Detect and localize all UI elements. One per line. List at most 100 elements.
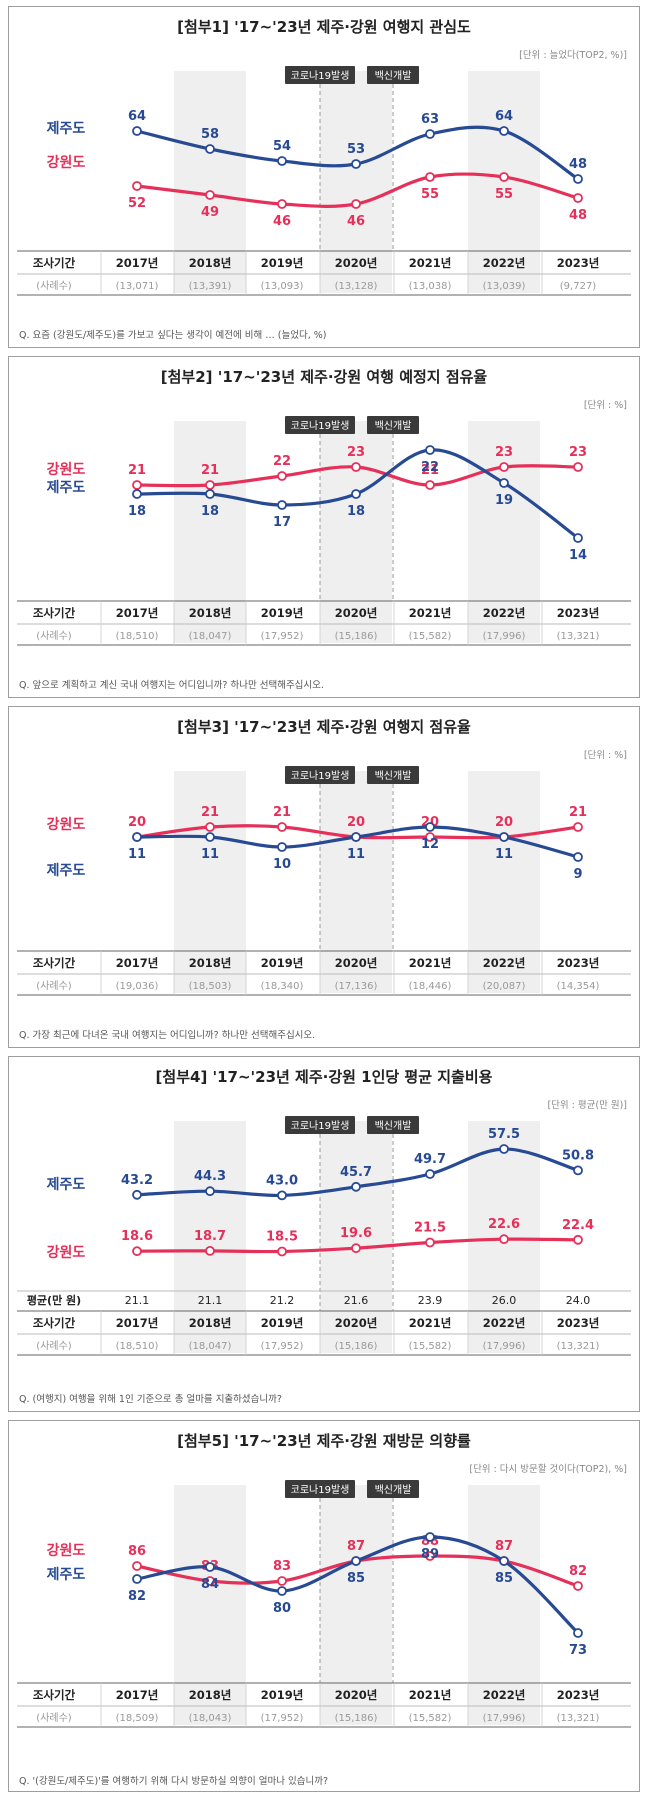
year-label-2-1: 2017년	[116, 606, 159, 620]
data-label-2-2-5: 22	[421, 460, 439, 475]
data-label-4-2-5: 21.5	[414, 1221, 446, 1236]
data-label-5-2-1: 82	[128, 1589, 146, 1604]
data-label-2-1-7: 23	[569, 445, 587, 460]
sample-size-1-3: (13,093)	[261, 281, 304, 292]
data-label-4-2-6: 22.6	[488, 1217, 520, 1232]
sample-size-5-1: (18,509)	[116, 1713, 159, 1724]
data-point-5-1-2	[205, 1576, 215, 1586]
year-label-2-4: 2020년	[335, 606, 378, 620]
data-label-3-1-4: 20	[347, 815, 365, 830]
sample-size-3-4: (17,136)	[335, 981, 378, 992]
year-label-1-5: 2021년	[409, 256, 452, 270]
data-label-4-1-7: 50.8	[562, 1148, 594, 1163]
year-label-1-7: 2023년	[557, 256, 600, 270]
vaccine-tag-label-1: 백신개발	[375, 70, 412, 82]
cases-label-2: (사례수)	[36, 630, 72, 642]
data-label-4-2-3: 18.5	[266, 1230, 298, 1245]
data-point-2-2-2	[205, 489, 215, 499]
data-point-2-2-7	[573, 533, 583, 543]
year-label-3-1: 2017년	[116, 956, 159, 970]
data-point-4-1-2	[205, 1186, 215, 1197]
data-point-4-1-4	[351, 1181, 361, 1192]
data-point-1-2-6	[499, 172, 509, 182]
data-label-1-1-5: 63	[421, 112, 439, 127]
data-label-3-2-7: 9	[573, 867, 582, 882]
data-label-5-1-3: 83	[273, 1559, 291, 1574]
year-label-1-2: 2018년	[189, 256, 232, 270]
data-label-5-2-7: 73	[569, 1643, 587, 1658]
series-name-3-2: 제주도	[47, 863, 86, 879]
sample-size-4-6: (17,996)	[483, 1341, 526, 1352]
data-label-1-1-1: 64	[128, 109, 146, 124]
vaccine-tag-label-4: 백신개발	[375, 1120, 412, 1132]
data-point-2-1-6	[499, 462, 509, 472]
sample-size-1-4: (13,128)	[335, 281, 378, 292]
data-point-2-1-3	[277, 471, 287, 481]
data-label-1-1-7: 48	[569, 157, 587, 172]
year-label-5-3: 2019년	[261, 1688, 304, 1702]
chart-panel-2: 코로나19발생 백신개발 21 21 22 23 21 23 23 강원도 18 18 17 18 22 19…	[8, 356, 640, 698]
year-label-4-1: 2017년	[116, 1316, 159, 1330]
data-label-4-1-2: 44.3	[194, 1169, 226, 1184]
vaccine-tag-label-3: 백신개발	[375, 770, 412, 782]
year-label-2-7: 2023년	[557, 606, 600, 620]
data-label-1-2-4: 46	[347, 214, 365, 229]
chart-svg-5: 코로나19발생백신개발86838387888782강원도828480858985…	[17, 1480, 631, 1728]
data-point-1-1-4	[351, 159, 361, 169]
data-label-1-2-1: 52	[128, 196, 146, 211]
year-label-5-4: 2020년	[335, 1688, 378, 1702]
sample-size-3-7: (14,354)	[557, 981, 600, 992]
period-label-5: 조사기간	[33, 1688, 76, 1702]
covid-tag-1	[285, 66, 355, 84]
vaccine-tag-1	[367, 66, 419, 84]
data-label-4-1-5: 49.7	[414, 1152, 446, 1167]
avg-value-4-1: 21.1	[125, 1294, 150, 1307]
sample-size-5-4: (15,186)	[335, 1713, 378, 1724]
data-point-4-2-4	[351, 1243, 361, 1254]
data-point-2-1-4	[351, 462, 361, 472]
year-label-2-6: 2022년	[483, 606, 526, 620]
data-point-1-2-1	[132, 181, 142, 191]
data-label-5-2-2: 84	[201, 1577, 219, 1592]
vaccine-tag-label-2: 백신개발	[375, 420, 412, 432]
year-label-4-4: 2020년	[335, 1316, 378, 1330]
cases-label-1: (사례수)	[36, 280, 72, 292]
sample-size-2-3: (17,952)	[261, 631, 304, 642]
data-label-2-1-1: 21	[128, 463, 146, 478]
data-point-2-2-5	[425, 445, 435, 455]
data-label-5-2-5: 89	[421, 1547, 439, 1562]
covid-tag-label-1: 코로나19발생	[291, 70, 350, 82]
year-label-3-5: 2021년	[409, 956, 452, 970]
data-label-5-1-1: 86	[128, 1544, 146, 1559]
column-shade-1-3	[320, 71, 392, 293]
year-label-3-3: 2019년	[261, 956, 304, 970]
data-label-1-2-3: 46	[273, 214, 291, 229]
sample-size-3-3: (18,340)	[261, 981, 304, 992]
data-point-4-1-5	[425, 1169, 435, 1179]
data-point-4-1-7	[573, 1165, 583, 1176]
data-label-2-1-5: 21	[421, 463, 439, 478]
series-name-3-1: 강원도	[47, 816, 86, 833]
avg-row-label-4: 평균(만 원)	[27, 1293, 81, 1307]
year-label-5-7: 2023년	[557, 1688, 600, 1702]
data-point-1-2-5	[425, 172, 435, 182]
sample-size-4-3: (17,952)	[261, 1341, 304, 1352]
data-label-2-1-6: 23	[495, 445, 513, 460]
sample-size-1-2: (13,391)	[189, 281, 232, 292]
data-point-5-2-5	[425, 1532, 435, 1542]
data-label-2-1-3: 22	[273, 454, 291, 469]
data-point-5-1-3	[277, 1576, 287, 1586]
data-label-1-1-2: 58	[201, 127, 219, 142]
data-point-1-2-2	[205, 190, 215, 200]
series-name-2-1: 강원도	[47, 461, 86, 478]
sample-size-2-1: (18,510)	[116, 631, 159, 642]
data-point-1-1-3	[277, 156, 287, 166]
data-label-4-1-3: 43.0	[266, 1173, 298, 1188]
series-name-5-1: 강원도	[47, 1542, 86, 1559]
data-label-4-1-4: 45.7	[340, 1165, 372, 1180]
data-point-3-2-2	[205, 832, 215, 842]
chart-title-4: [첨부4] '17~'23년 제주·강원 1인당 평균 지출비용	[155, 1068, 493, 1086]
year-label-1-6: 2022년	[483, 256, 526, 270]
data-point-3-2-5	[425, 822, 435, 832]
